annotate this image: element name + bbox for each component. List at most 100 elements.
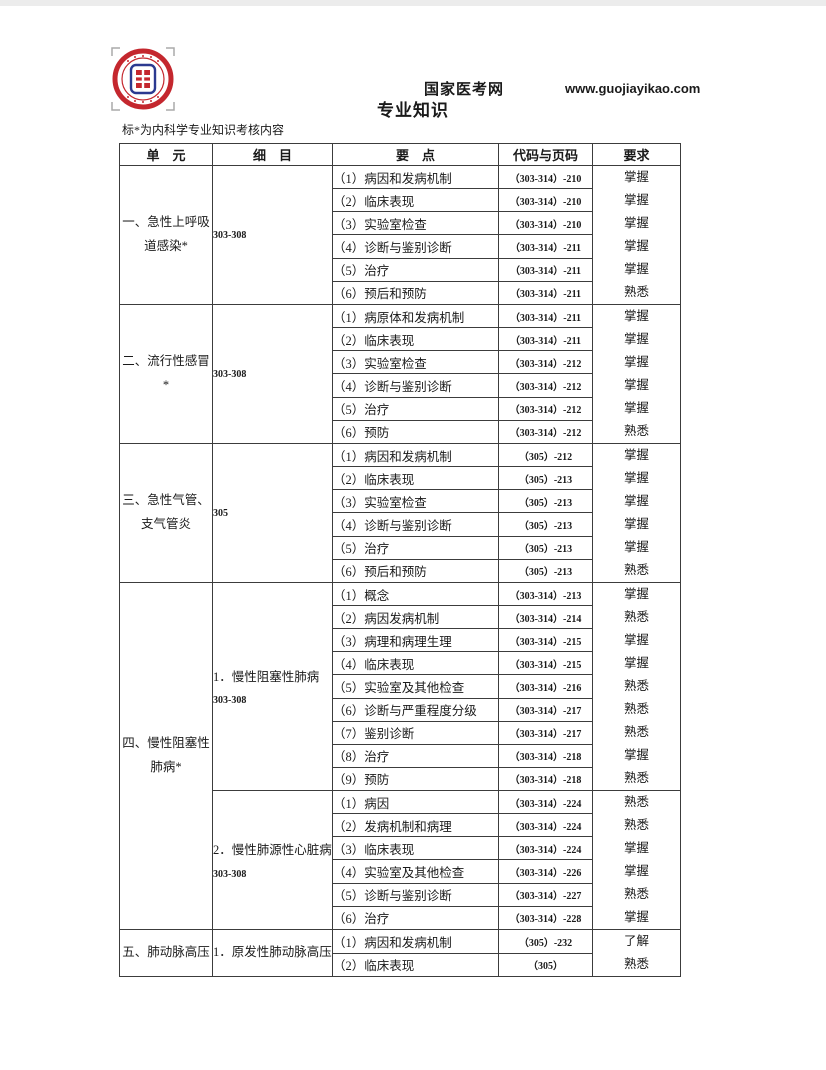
requirement-value: 掌握 [623,239,649,253]
unit-cell: 三、急性气管、支气管炎 [119,443,213,583]
code-page-cell: （303-314）-224 [498,813,593,838]
code-page-cell: （303-314）-224 [498,789,593,815]
code-page-cell: （303-314）-212 [498,419,593,445]
point-cell: （6）治疗 [332,905,499,931]
syllabus-table: 单 元 细 目 要 点 代码与页码 要求 一、急性上呼吸道感染* 303-308 （… [119,143,681,977]
code-page-cell: （303-314）-218 [498,766,593,792]
unit-cell: 四、慢性阻塞性肺病* [119,582,213,930]
requirement-cell: 掌握 熟悉 掌握 掌握 熟悉 熟悉 熟悉 掌握 熟悉 [592,582,681,791]
requirement-value: 熟悉 [623,957,649,971]
table-row: （2）发病机制和病理 （303-314）-224 [120,813,681,838]
seal-logo-graphic [111,47,175,111]
detail-code: 305 [213,507,229,519]
table-row: 二、流行性感冒* 303-308 （1）病原体和发病机制 （303-314）-211 掌… [119,303,681,444]
point-cell: （3）实验室检查 [332,211,499,236]
detail-cell: 303-308 [212,165,333,305]
requirement-value: 了解 [623,934,649,948]
code-page-cell: （303-314）-212 [498,350,593,375]
detail-code: 303-308 [213,868,247,880]
requirement-value: 掌握 [623,309,649,323]
point-cell: （5）治疗 [332,396,499,421]
page-top-strip [0,0,826,6]
page-title: 专业知识 [377,101,449,120]
detail-cell: 1．原发性肺动脉高压 [212,929,333,977]
table-row: 三、急性气管、支气管炎 305 （1）病因和发病机制 （305）-212 掌握 掌握 掌握掌… [119,442,681,583]
point-cell: （5）治疗 [332,257,499,282]
code-page-cell: （303-314）-218 [498,743,593,768]
unit-cell: 一、急性上呼吸道感染* [119,165,213,305]
point-cell: （2）临床表现 [332,327,499,352]
detail-code: 303-308 [213,229,247,241]
table-row: （6）预后和预防 （303-314）-211 [120,280,681,306]
requirement-cell: 掌握 掌握 掌握 掌握 掌握 熟悉 [592,304,681,444]
table-row: （5）实验室及其他检查 （303-314）-216 [120,674,681,699]
point-cell: （6）预防 [332,419,499,445]
point-cell: （3）病理和病理生理 [332,628,499,653]
table-row: （6）治疗 （303-314）-228 [120,905,681,931]
table-row: （2）临床表现 （305）-213 [120,466,681,491]
point-cell: （1）概念 [332,581,499,607]
requirement-value: 熟悉 [623,679,649,693]
code-page-cell: （305）-213 [498,512,593,537]
note-line: 标*为内科学专业知识考核内容 [122,123,285,137]
requirement-value: 掌握 [623,587,649,601]
point-cell: （2）临床表现 [332,466,499,491]
requirement-value: 熟悉 [623,563,649,577]
point-cell: （1）病原体和发病机制 [332,303,499,329]
requirement-stack: 掌握 掌握 掌握 掌握 掌握 熟悉 [594,167,680,304]
requirement-value: 掌握 [623,332,649,346]
detail-code: 303-308 [213,695,247,707]
table-row: （6）预后和预防 （305）-213 [120,558,681,584]
requirement-value: 掌握 [623,656,649,670]
table-row: （3）实验室检查 （305）-213 [120,489,681,514]
requirement-value: 熟悉 [623,702,649,716]
detail-cell: 1．慢性阻塞性肺病 303-308 [212,582,333,791]
code-page-cell: （305）-232 [498,929,593,954]
table-row: （2）病因发病机制 （303-314）-214 [120,605,681,630]
code-page-cell: （303-314）-227 [498,882,593,907]
table-row: （5）治疗 （303-314）-212 [120,396,681,421]
point-cell: （6）诊断与严重程度分级 [332,697,499,722]
table-row: 五、肺动脉高压 1．原发性肺动脉高压 （1）病因和发病机制 （305）-232 了解 熟悉 [119,929,681,977]
point-cell: （6）预后和预防 [332,280,499,306]
point-cell: （5）实验室及其他检查 [332,674,499,699]
requirement-value: 熟悉 [623,771,649,785]
column-header-code-page: 代码与页码 [498,143,593,166]
unit-cell: 二、流行性感冒* [119,304,213,444]
requirement-value: 掌握 [623,540,649,554]
point-cell: （4）诊断与鉴别诊断 [332,512,499,537]
point-cell: （5）治疗 [332,535,499,560]
requirement-value: 熟悉 [623,725,649,739]
table-row: （3）病理和病理生理 （303-314）-215 [120,628,681,653]
column-header-unit: 单 元 [119,143,213,166]
column-header-detail: 细 目 [212,143,333,166]
requirement-value: 掌握 [623,216,649,230]
detail-code: 303-308 [213,368,247,380]
point-cell: （2）病因发病机制 [332,605,499,630]
requirement-value: 掌握 [623,517,649,531]
detail-cell: 2．慢性肺源性心脏病 303-308 [212,790,333,930]
code-page-cell: （305）-213 [498,489,593,514]
code-page-cell: （303-314）-211 [498,303,593,329]
code-page-cell: （303-314）-210 [498,164,593,190]
table-row: 四、慢性阻塞性肺病* 1．慢性阻塞性肺病 303-308 （1）概念 （303-314）… [119,581,681,930]
code-page-cell: （303-314）-217 [498,720,593,745]
requirement-value: 掌握 [623,170,649,184]
site-name: 国家医考网 [424,81,505,98]
requirement-value: 掌握 [623,193,649,207]
requirement-value: 掌握 [623,748,649,762]
requirement-value: 掌握 [623,494,649,508]
point-cell: （5）诊断与鉴别诊断 [332,882,499,907]
code-page-cell: （305）-212 [498,442,593,468]
table-body: 一、急性上呼吸道感染* 303-308 （1）病因和发病机制 （303-314）-21… [119,164,681,977]
requirement-stack: 掌握 熟悉 掌握 掌握 熟悉 熟悉 熟悉 掌握 熟悉 [594,584,680,790]
table-row: 一、急性上呼吸道感染* 303-308 （1）病因和发病机制 （303-314）-21… [119,164,681,305]
site-url: www.guojiayikao.com [565,81,701,96]
requirement-value: 熟悉 [623,887,649,901]
point-cell: （3）实验室检查 [332,350,499,375]
point-cell: （7）鉴别诊断 [332,720,499,745]
requirement-value: 掌握 [623,864,649,878]
code-page-cell: （305）-213 [498,535,593,560]
requirement-value: 熟悉 [623,610,649,624]
